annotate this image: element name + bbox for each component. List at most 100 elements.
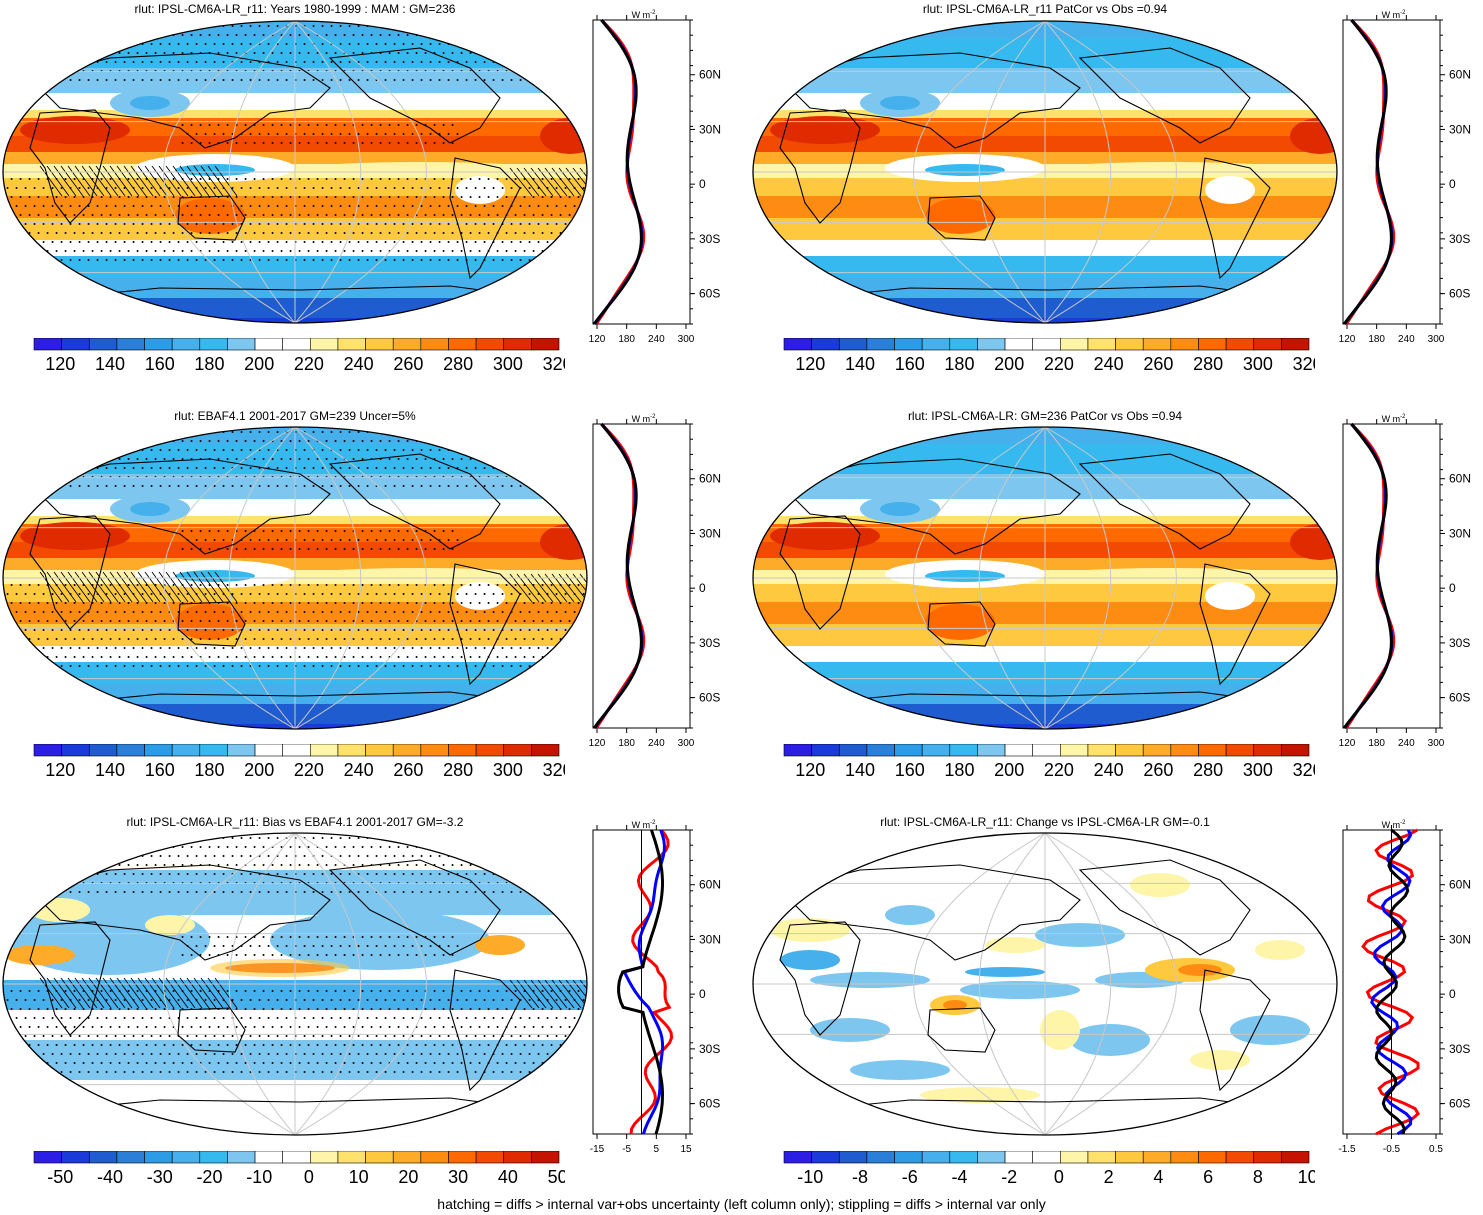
model-profile-line xyxy=(595,422,646,729)
colorbar-swatch xyxy=(227,1151,256,1164)
colorbar-swatch xyxy=(921,744,951,757)
map-panel-4 xyxy=(752,426,1338,730)
colorbar-swatch xyxy=(866,1151,895,1164)
colorbar-swatch xyxy=(1198,744,1227,757)
colorbar-swatch xyxy=(1225,744,1255,757)
colorbar-swatch xyxy=(1032,744,1061,757)
ensemble-profile-line xyxy=(592,423,643,729)
profile-unit-label: W m-2 xyxy=(1382,820,1406,830)
colorbar-swatch xyxy=(199,338,228,351)
lat-tick-label: 60S xyxy=(1449,691,1470,705)
obs-profile-line xyxy=(1343,19,1394,325)
colorbar-2: 120 140 160 180 200 220 240 260 280 300 320 xyxy=(783,338,1315,374)
footer-caption: hatching = diffs > internal var+obs unce… xyxy=(437,1196,1046,1212)
colorbar-swatch xyxy=(1087,338,1116,351)
colorbar-swatch xyxy=(1198,1151,1227,1164)
colorbar-4: 120 140 160 180 200 220 240 260 280 300 320 xyxy=(783,744,1315,780)
colorbar-swatch xyxy=(392,1151,422,1164)
colorbar-tick-label: -8 xyxy=(852,1167,868,1187)
colorbar-swatch xyxy=(254,744,283,757)
colorbar-1: 120 140 160 180 200 220 240 260 280 300 320 xyxy=(33,338,565,374)
colorbar-tick-label: 280 xyxy=(443,760,473,780)
lat-tick-label: 30S xyxy=(1449,636,1470,650)
colorbar-swatch xyxy=(282,1151,311,1164)
lat-tick-label: 0 xyxy=(1449,177,1456,191)
lat-tick-label: 30N xyxy=(1449,932,1471,946)
profile-x-tick-label: 300 xyxy=(678,334,695,345)
colorbar-tick-label: 180 xyxy=(944,760,974,780)
colorbar-swatch xyxy=(227,744,256,757)
colorbar-tick-label: 4 xyxy=(1153,1167,1163,1187)
colorbar-swatch xyxy=(1281,338,1310,351)
colorbar-swatch xyxy=(61,338,90,351)
lat-tick-label: 30N xyxy=(699,932,721,946)
profile-x-tick-label: 0.5 xyxy=(1429,1144,1443,1155)
colorbar-swatch xyxy=(1060,744,1089,757)
map-panel-2 xyxy=(752,20,1338,324)
ensemble-profile-line xyxy=(592,19,643,325)
colorbar-tick-label: -20 xyxy=(196,1167,222,1187)
colorbar-swatch xyxy=(1142,338,1172,351)
colorbar-swatch xyxy=(811,744,840,757)
colorbar-swatch xyxy=(310,338,339,351)
colorbar-swatch xyxy=(1087,1151,1116,1164)
colorbar-swatch xyxy=(61,1151,90,1164)
colorbar-swatch xyxy=(1170,338,1199,351)
colorbar-tick-label: 220 xyxy=(1044,354,1074,374)
panel-3-title: rlut: EBAF4.1 2001-2017 GM=239 Uncer=5% xyxy=(174,409,416,423)
colorbar-tick-label: -50 xyxy=(47,1167,73,1187)
map-panel-1 xyxy=(2,20,588,324)
colorbar-tick-label: 160 xyxy=(895,760,925,780)
colorbar-tick-label: 280 xyxy=(1193,354,1223,374)
profile-x-tick-label: 180 xyxy=(618,334,635,345)
lat-tick-label: 60N xyxy=(1449,878,1471,892)
profile-unit-label: W m-2 xyxy=(632,10,656,20)
model-profile-line xyxy=(1345,18,1396,325)
profile-x-tick-label: -1.5 xyxy=(1338,1144,1356,1155)
colorbar-swatch xyxy=(1170,1151,1199,1164)
ensemble-profile-line xyxy=(1342,423,1393,729)
colorbar-swatch xyxy=(811,338,840,351)
colorbar-swatch xyxy=(254,338,283,351)
colorbar-swatch xyxy=(838,1151,868,1164)
model-profile-line xyxy=(629,829,674,1135)
colorbar-tick-label: 200 xyxy=(994,760,1024,780)
colorbar-swatch xyxy=(282,338,311,351)
lat-tick-label: 60S xyxy=(699,1097,720,1111)
lat-tick-label: 30S xyxy=(699,636,720,650)
lat-tick-label: 0 xyxy=(699,581,706,595)
colorbar-swatch xyxy=(116,744,145,757)
lat-tick-label: 30N xyxy=(1449,122,1471,136)
colorbar-tick-label: 120 xyxy=(795,760,825,780)
colorbar-swatch xyxy=(1142,744,1172,757)
colorbar-tick-label: -40 xyxy=(97,1167,123,1187)
colorbar-swatch xyxy=(392,338,422,351)
colorbar-swatch xyxy=(977,338,1006,351)
colorbar-swatch xyxy=(1060,1151,1089,1164)
ensemble-profile-line xyxy=(1374,828,1410,1135)
colorbar-tick-label: 180 xyxy=(194,760,224,780)
ensemble-profile-line xyxy=(1342,19,1393,325)
colorbar-swatch xyxy=(894,744,923,757)
colorbar-swatch xyxy=(1004,338,1033,351)
profile-x-tick-label: 240 xyxy=(1398,738,1415,749)
map-panel-6 xyxy=(752,832,1338,1136)
colorbar-tick-label: 260 xyxy=(1143,760,1173,780)
lat-tick-label: 0 xyxy=(1449,987,1456,1001)
colorbar-tick-label: 220 xyxy=(1044,760,1074,780)
colorbar-tick-label: -6 xyxy=(902,1167,918,1187)
colorbar-5: -50 -40 -30 -20 -10 0 10 20 30 40 50 xyxy=(33,1151,565,1187)
colorbar-swatch xyxy=(949,338,978,351)
profile-x-tick-label: 180 xyxy=(1368,334,1385,345)
colorbar-swatch xyxy=(337,1151,366,1164)
profile-unit-label: W m-2 xyxy=(1382,10,1406,20)
colorbar-swatch xyxy=(531,1151,560,1164)
colorbar-swatch xyxy=(365,1151,394,1164)
colorbar-swatch xyxy=(144,744,173,757)
colorbar-swatch xyxy=(365,338,394,351)
colorbar-swatch xyxy=(1087,744,1116,757)
zonal-profile-6: W m-2 60N 30N 0 30S 60S -1.5 -0.5 0.5 xyxy=(1338,820,1471,1155)
colorbar-tick-label: 6 xyxy=(1203,1167,1213,1187)
colorbar-tick-label: 220 xyxy=(294,354,324,374)
colorbar-tick-label: 220 xyxy=(294,760,324,780)
